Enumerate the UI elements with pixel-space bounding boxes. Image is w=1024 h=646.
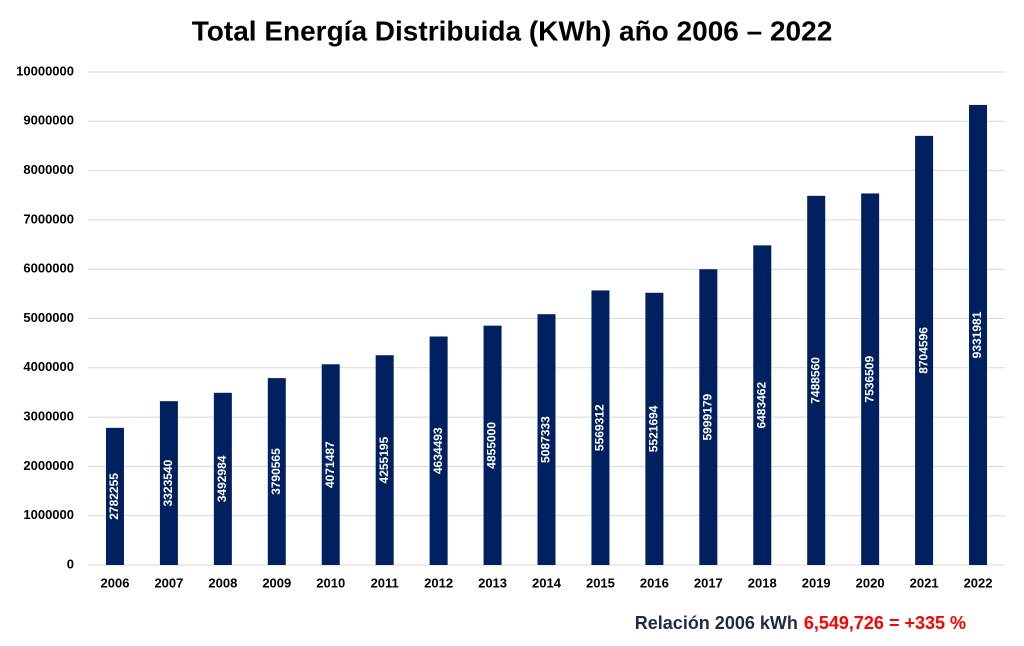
x-tick-label: 2014 <box>532 575 562 590</box>
bar <box>483 325 502 565</box>
y-tick-label: 4000000 <box>23 359 74 374</box>
value-label: 7488560 <box>808 357 822 404</box>
x-tick-label: 2013 <box>478 575 507 590</box>
y-tick-label: 7000000 <box>23 211 74 226</box>
bar <box>105 427 124 565</box>
y-tick-label: 0 <box>67 556 74 571</box>
x-tick-label: 2008 <box>208 575 237 590</box>
x-tick-label: 2010 <box>316 575 345 590</box>
x-tick-label: 2018 <box>748 575 777 590</box>
value-label: 6483462 <box>754 381 768 428</box>
x-tick-label: 2016 <box>640 575 669 590</box>
value-label: 5521694 <box>647 405 661 452</box>
value-label: 9331981 <box>970 311 984 358</box>
y-tick-label: 1000000 <box>23 507 74 522</box>
value-label: 4634493 <box>431 427 445 474</box>
y-tick-label: 6000000 <box>23 261 74 276</box>
bar <box>645 292 664 565</box>
value-label: 7536509 <box>862 356 876 403</box>
chart-title: Total Energía Distribuida (KWh) año 2006… <box>192 15 833 46</box>
x-tick-label: 2022 <box>964 575 993 590</box>
value-label: 5087333 <box>539 416 553 463</box>
y-tick-label: 9000000 <box>23 113 74 128</box>
value-label: 3790565 <box>269 448 283 495</box>
bar <box>969 104 988 565</box>
bar <box>591 290 610 565</box>
x-tick-label: 2017 <box>694 575 723 590</box>
x-tick-label: 2009 <box>262 575 291 590</box>
value-label: 4255195 <box>377 436 391 483</box>
x-tick-label: 2012 <box>424 575 453 590</box>
value-label: 2782255 <box>107 473 121 520</box>
bar <box>915 135 934 566</box>
y-tick-label: 8000000 <box>23 162 74 177</box>
bar <box>213 392 232 565</box>
y-tick-label: 5000000 <box>23 310 74 325</box>
x-tick-label: 2020 <box>856 575 885 590</box>
bar <box>807 195 826 565</box>
bar <box>375 355 394 565</box>
y-tick-label: 2000000 <box>23 458 74 473</box>
x-tick-label: 2019 <box>802 575 831 590</box>
value-label: 5569312 <box>593 404 607 451</box>
bar <box>267 378 286 565</box>
bar <box>429 336 448 565</box>
value-label: 3492984 <box>215 455 229 502</box>
value-label: 3323540 <box>161 459 175 506</box>
bar <box>537 314 556 565</box>
x-tick-label: 2011 <box>371 575 399 590</box>
bar <box>159 401 178 565</box>
bar <box>861 193 880 565</box>
value-label: 8704596 <box>916 327 930 374</box>
annotation: Relación 2006 kWh 6,549,726 = +335 % <box>635 613 966 633</box>
y-tick-label: 3000000 <box>23 409 74 424</box>
bar <box>699 269 718 565</box>
x-tick-label: 2006 <box>101 575 130 590</box>
x-tick-label: 2007 <box>154 575 183 590</box>
bar <box>321 364 340 565</box>
value-label: 4855000 <box>485 422 499 469</box>
bar <box>753 245 772 565</box>
annotation-highlight: 6,549,726 = +335 % <box>804 613 966 633</box>
y-tick-label: 10000000 <box>16 63 74 78</box>
value-label: 5999179 <box>700 393 714 440</box>
x-tick-label: 2015 <box>586 575 615 590</box>
x-tick-label: 2021 <box>910 575 939 590</box>
value-label: 4071487 <box>323 441 337 488</box>
annotation-text: Relación 2006 kWh <box>635 613 798 633</box>
